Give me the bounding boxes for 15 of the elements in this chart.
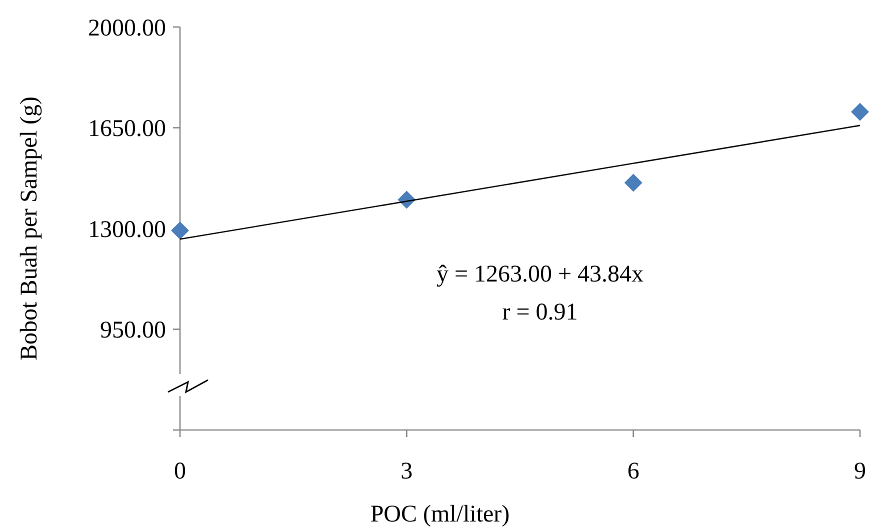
- annotation: r = 0.91: [502, 299, 578, 326]
- y-tick-label: 950.00: [100, 318, 166, 344]
- point: [624, 174, 642, 192]
- y-tick-label: 2000.00: [88, 15, 166, 42]
- annotation: ŷ = 1263.00 + 43.84x: [436, 261, 644, 288]
- point: [851, 102, 869, 121]
- x-tick-label: 9: [854, 458, 866, 484]
- x-axis-title: POC (ml/liter): [370, 501, 510, 528]
- x-tick-label: 6: [627, 458, 640, 484]
- point: [171, 222, 189, 240]
- x-tick-label: 3: [400, 458, 413, 484]
- y-axis-title: Bobot Buah per Sampel (g): [16, 96, 42, 360]
- y-tick-label: 1650.00: [88, 116, 166, 142]
- y-tick-label: 1300.00: [88, 216, 166, 243]
- x-tick-label: 0: [174, 458, 186, 484]
